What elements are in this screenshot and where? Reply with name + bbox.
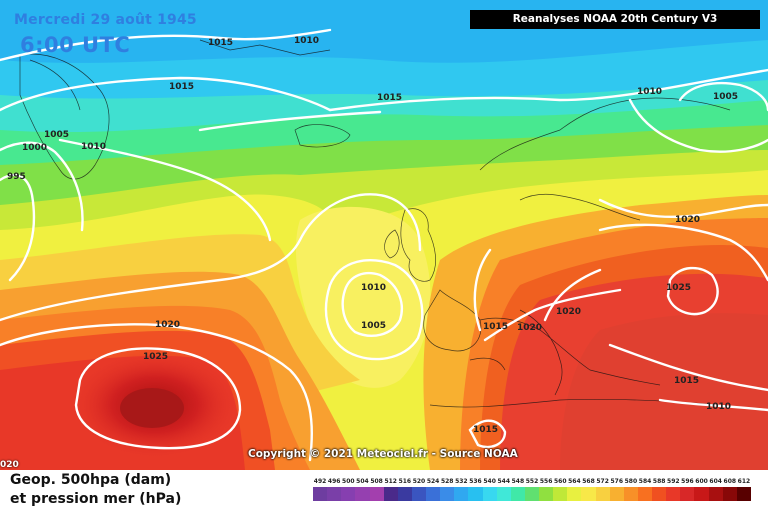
legend-value: 528 [440,478,454,485]
legend-value: 508 [370,478,383,485]
legend-value: 536 [469,478,482,485]
isobar-label: 1015 [169,82,194,92]
legend-swatch [411,487,427,501]
legend-value: 608 [723,478,737,485]
corner-label: 020 [0,460,19,470]
legend-swatch [539,487,554,501]
isobar-lines [0,28,768,462]
isobar-label: 995 [7,172,26,182]
legend-value: 612 [737,478,751,485]
source-banner: Reanalyses NOAA 20th Century V3 [470,10,760,29]
legend-value: 588 [652,478,666,485]
legend-swatch [426,487,441,501]
isobar-label: 1020 [675,215,700,225]
legend-value: 532 [455,478,468,485]
legend-value: 568 [582,478,595,485]
legend-swatch [736,487,752,501]
isobar-label: 1020 [556,307,581,317]
legend-title-geopotential: Geop. 500hpa (dam) [10,472,172,488]
legend-value: 492 [313,478,327,485]
legend-value: 496 [327,478,341,485]
legend-value: 600 [695,478,708,485]
isobar-label: 1010 [637,87,662,97]
legend-swatch [440,487,455,501]
map-canvas: 1015 1010 1015 1015 1005 1010 1000 995 1… [0,0,768,470]
legend-value: 604 [709,478,722,485]
legend-swatch [581,487,597,501]
legend-value: 556 [539,478,553,485]
geopotential-shading [0,0,768,470]
chart-date: Mercredi 29 août 1945 [14,12,197,28]
legend-swatch [397,487,413,501]
isobar-label: 1010 [361,283,386,293]
legend-swatch [623,487,639,501]
legend-swatch [595,487,611,501]
legend-swatch [482,487,498,501]
legend-value: 564 [568,478,581,485]
legend-swatch [553,487,568,501]
legend-swatch [708,487,724,501]
legend-swatch [454,487,469,501]
legend-value: 500 [342,478,355,485]
isobar-labels: 1015 1010 1015 1015 1005 1010 1000 995 1… [7,36,738,435]
legend-swatch [637,487,653,501]
legend-swatch [652,487,667,501]
isobar-label: 1015 [674,376,699,386]
legend-swatch [383,487,399,501]
legend-swatch [524,487,540,501]
legend-swatch [355,487,370,501]
legend-value: 520 [412,478,426,485]
legend-swatch [496,487,512,501]
legend-value: 552 [525,478,539,485]
legend-value: 540 [483,478,496,485]
isobar-label: 1025 [143,352,168,362]
isobar-label: 1010 [294,36,319,46]
legend-value: 596 [681,478,694,485]
isobar-label: 1015 [377,93,402,103]
legend-swatch [510,487,526,501]
map-area: 1015 1010 1015 1015 1005 1010 1000 995 1… [0,0,768,470]
isobar-label: 1000 [22,143,47,153]
legend-value: 516 [398,478,412,485]
isobar-label: 1020 [517,323,542,333]
isobar-label: 1025 [666,283,691,293]
legend-value: 512 [384,478,397,485]
legend-swatch [327,487,342,501]
legend-value: 592 [667,478,680,485]
legend-value: 548 [511,478,525,485]
isobar-label: 1015 [483,322,508,332]
legend-swatch [341,487,356,501]
copyright-notice: Copyright © 2021 Meteociel.fr - Source N… [248,448,518,460]
isobar-label: 1005 [361,321,386,331]
isobar-label: 1010 [706,402,731,412]
legend-value: 524 [426,478,440,485]
color-scale-legend: 492 496 500 504 508 512 516 520 524 528 532 536 540 5… [313,478,753,508]
isobar-label: 1015 [208,38,233,48]
legend-value: 584 [638,478,652,485]
legend-swatch [468,487,484,501]
legend-value: 580 [624,478,638,485]
legend-swatch [369,487,385,501]
isobar-label: 1020 [155,320,180,330]
legend-swatch [666,487,681,501]
legend-value: 576 [610,478,624,485]
legend-swatch [680,487,695,501]
chart-time: 6:00 UTC [20,33,131,57]
legend-swatch [722,487,738,501]
legend-swatch [694,487,710,501]
legend-swatch [313,487,328,501]
isobar-label: 1005 [44,130,69,140]
isobar-label: 1010 [81,142,106,152]
legend-title-pressure: et pression mer (hPa) [10,491,182,507]
isobar-label: 1015 [473,425,498,435]
legend-swatch [567,487,582,501]
legend-value: 572 [596,478,609,485]
legend-value: 544 [497,478,510,485]
legend-swatch [609,487,625,501]
isobar-label: 1005 [713,92,738,102]
legend-value: 560 [553,478,567,485]
legend-value: 504 [356,478,369,485]
